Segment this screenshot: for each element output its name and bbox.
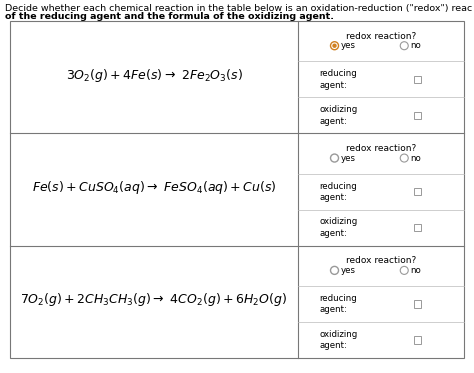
Circle shape <box>330 266 338 275</box>
Text: no: no <box>411 41 421 50</box>
Text: yes: yes <box>341 41 356 50</box>
Bar <box>414 224 421 231</box>
Text: $7O_2(g) + 2CH_3CH_3(g) \rightarrow \ 4CO_2(g) + 6H_2O(g)$: $7O_2(g) + 2CH_3CH_3(g) \rightarrow \ 4C… <box>20 291 288 308</box>
Text: Decide whether each chemical reaction in the table below is an oxidation-reducti: Decide whether each chemical reaction in… <box>5 4 472 13</box>
Circle shape <box>330 154 338 162</box>
Text: of the reducing agent and the formula of the oxidizing agent.: of the reducing agent and the formula of… <box>5 12 334 21</box>
Bar <box>414 336 421 344</box>
Text: $Fe(s) + CuSO_4(aq) \rightarrow \ FeSO_4(aq) + Cu(s)$: $Fe(s) + CuSO_4(aq) \rightarrow \ FeSO_4… <box>32 179 276 196</box>
Text: redox reaction?: redox reaction? <box>346 144 416 153</box>
Text: reducing
agent:: reducing agent: <box>319 69 357 90</box>
Text: oxidizing
agent:: oxidizing agent: <box>319 105 358 126</box>
Circle shape <box>400 42 408 50</box>
Text: yes: yes <box>341 266 356 275</box>
Circle shape <box>330 42 338 50</box>
Bar <box>414 76 421 83</box>
Text: reducing
agent:: reducing agent: <box>319 182 357 202</box>
Bar <box>414 188 421 195</box>
Text: yes: yes <box>341 154 356 163</box>
Text: no: no <box>411 154 421 163</box>
Circle shape <box>400 154 408 162</box>
Text: oxidizing
agent:: oxidizing agent: <box>319 217 358 238</box>
Circle shape <box>400 266 408 275</box>
Text: oxidizing
agent:: oxidizing agent: <box>319 330 358 350</box>
Text: redox reaction?: redox reaction? <box>346 32 416 41</box>
Bar <box>414 300 421 308</box>
Text: reducing
agent:: reducing agent: <box>319 294 357 314</box>
Bar <box>414 112 421 119</box>
Text: no: no <box>411 266 421 275</box>
Text: $3O_2(g) + 4Fe(s) \rightarrow \ 2Fe_2O_3(s)$: $3O_2(g) + 4Fe(s) \rightarrow \ 2Fe_2O_3… <box>65 67 243 84</box>
Circle shape <box>332 44 337 48</box>
Text: redox reaction?: redox reaction? <box>346 256 416 265</box>
